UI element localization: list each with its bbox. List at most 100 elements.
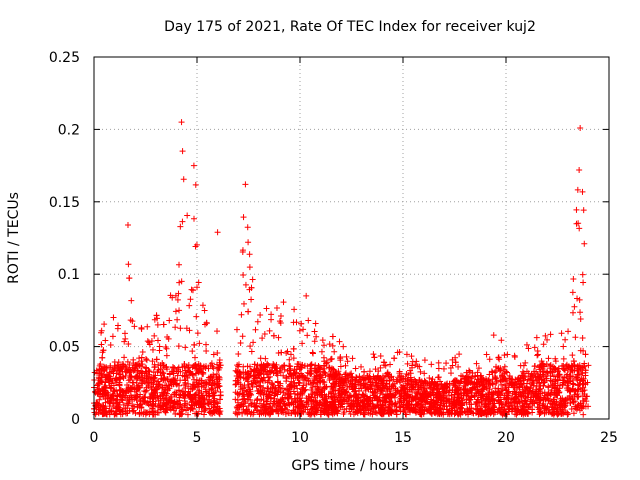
- roti-point: [275, 350, 282, 357]
- roti-point: [244, 224, 251, 231]
- roti-point: [240, 272, 247, 279]
- roti-point: [426, 374, 433, 381]
- roti-point: [190, 162, 197, 169]
- roti-point: [174, 316, 181, 323]
- y-tick-label: 0.1: [58, 267, 80, 283]
- roti-point: [326, 341, 333, 348]
- roti-point: [189, 287, 196, 294]
- roti-point: [172, 308, 179, 315]
- roti-point: [208, 386, 215, 393]
- roti-point: [329, 333, 336, 340]
- roti-point: [242, 375, 249, 382]
- roti-point: [534, 347, 541, 354]
- roti-point: [570, 410, 577, 417]
- roti-point: [111, 411, 118, 418]
- roti-point: [570, 276, 577, 283]
- roti-point: [163, 345, 170, 352]
- roti-point: [242, 400, 249, 407]
- roti-point: [305, 317, 312, 324]
- roti-point: [233, 326, 240, 333]
- roti-point: [257, 312, 264, 319]
- roti-point: [252, 326, 259, 333]
- roti-point: [520, 362, 527, 369]
- roti-point: [576, 166, 583, 173]
- roti-point: [121, 330, 128, 337]
- roti-point: [545, 355, 552, 362]
- roti-point: [391, 355, 398, 362]
- roti-point: [421, 370, 428, 377]
- roti-point: [246, 251, 253, 258]
- roti-point: [300, 326, 307, 333]
- roti-point: [523, 341, 530, 348]
- roti-point: [525, 345, 532, 352]
- roti-point: [501, 352, 508, 359]
- roti-point: [242, 281, 249, 288]
- roti-point: [435, 359, 442, 366]
- roti-point: [440, 365, 447, 372]
- roti-point: [547, 331, 554, 338]
- roti-point: [580, 411, 587, 418]
- roti-point: [574, 295, 581, 302]
- roti-point: [176, 307, 183, 314]
- roti-point: [413, 358, 420, 365]
- roti-point: [151, 332, 158, 339]
- roti-point: [184, 411, 191, 418]
- roti-point: [182, 344, 189, 351]
- roti-point: [175, 343, 182, 350]
- roti-point: [300, 382, 307, 389]
- roti-point: [569, 377, 576, 384]
- roti-point: [101, 321, 108, 328]
- roti-point: [179, 218, 186, 225]
- roti-point: [336, 338, 343, 345]
- roti-point: [235, 350, 242, 357]
- roti-point: [198, 408, 205, 415]
- roti-point: [210, 351, 217, 358]
- roti-point: [125, 261, 132, 268]
- roti-point: [403, 351, 410, 358]
- roti-point: [579, 334, 586, 341]
- roti-point: [310, 350, 317, 357]
- roti-point: [122, 335, 129, 342]
- roti-point: [248, 348, 255, 355]
- roti-point: [275, 334, 282, 341]
- roti-point: [131, 323, 138, 330]
- roti-point: [309, 384, 316, 391]
- roti-point: [534, 352, 541, 359]
- roti-point: [149, 346, 156, 353]
- roti-point: [501, 363, 508, 370]
- roti-point: [321, 342, 328, 349]
- roti-point: [176, 261, 183, 268]
- roti-point: [261, 331, 268, 338]
- x-tick-label: 10: [291, 430, 309, 446]
- roti-point: [318, 348, 325, 355]
- roti-point: [577, 309, 584, 316]
- roti-point: [443, 360, 450, 367]
- roti-point: [576, 225, 583, 232]
- roti-point: [199, 302, 206, 309]
- roti-point: [417, 368, 424, 375]
- roti-point: [268, 311, 275, 318]
- roti-point: [109, 333, 116, 340]
- roti-point: [191, 341, 198, 348]
- roti-point: [203, 347, 210, 354]
- roti-point: [214, 229, 221, 236]
- roti-point: [296, 327, 303, 334]
- roti-point: [200, 370, 207, 377]
- roti-point: [102, 337, 109, 344]
- roti-point: [329, 342, 336, 349]
- roti-point: [340, 343, 347, 350]
- roti-point: [114, 325, 121, 332]
- roti-point: [287, 351, 294, 358]
- roti-point: [124, 221, 131, 228]
- roti-point: [562, 336, 569, 343]
- roti-point: [107, 342, 114, 349]
- roti-point: [142, 388, 149, 395]
- roti-point: [177, 377, 184, 384]
- roti-point: [130, 356, 137, 363]
- roti-point: [303, 381, 310, 388]
- roti-point: [201, 307, 208, 314]
- roti-point: [473, 360, 480, 367]
- y-axis-label: ROTI / TECUs: [6, 192, 22, 284]
- roti-point: [311, 328, 318, 335]
- roti-point: [490, 332, 497, 339]
